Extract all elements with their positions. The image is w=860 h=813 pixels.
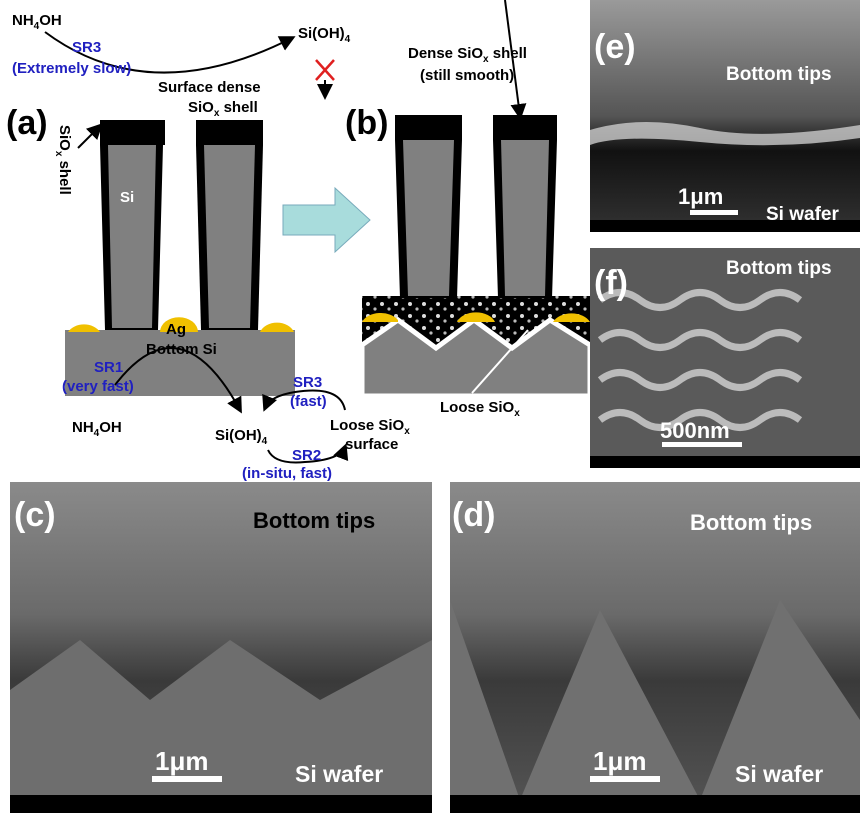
label: Dense SiO bbox=[408, 45, 483, 62]
label: Si(OH) bbox=[298, 25, 345, 42]
scale-label: 1μm bbox=[678, 184, 723, 209]
shape bbox=[10, 795, 432, 813]
label: Loose SiO bbox=[440, 399, 515, 416]
scale-label: 1μm bbox=[155, 746, 209, 776]
label: (Extremely slow) bbox=[12, 60, 131, 77]
panel-label: (c) bbox=[14, 496, 56, 534]
label: NH bbox=[12, 12, 34, 29]
label: SiO bbox=[188, 99, 214, 116]
label: SR3 bbox=[72, 39, 101, 56]
label: SR2 bbox=[292, 447, 321, 464]
process-arrow bbox=[283, 188, 370, 252]
caption: Si wafer bbox=[766, 204, 839, 225]
arrow bbox=[78, 126, 100, 148]
label: (very fast) bbox=[62, 378, 134, 395]
caption: Si wafer bbox=[295, 761, 383, 787]
label: (still smooth) bbox=[420, 67, 514, 84]
text: NH4OH bbox=[72, 419, 122, 439]
label: Bottom Si bbox=[146, 341, 217, 358]
caption: Si wafer bbox=[735, 761, 823, 787]
shape bbox=[152, 776, 222, 782]
pillar bbox=[403, 140, 454, 296]
shape bbox=[590, 776, 660, 782]
label: OH bbox=[39, 12, 62, 29]
label: OH bbox=[99, 419, 122, 436]
panel-label: (e) bbox=[594, 28, 636, 66]
label: Ag bbox=[166, 321, 186, 338]
caption: Bottom tips bbox=[726, 258, 832, 279]
label: SiO bbox=[56, 125, 73, 151]
shape bbox=[590, 456, 860, 468]
label: shell bbox=[56, 156, 73, 194]
caption: Bottom tips bbox=[690, 510, 812, 535]
label: Loose SiO bbox=[330, 417, 405, 434]
label: shell bbox=[489, 45, 527, 62]
panel-label: (f) bbox=[594, 264, 628, 302]
scale-label: 500nm bbox=[660, 418, 730, 443]
text: Loose SiOx bbox=[330, 417, 410, 437]
text: SiOx shell bbox=[188, 99, 258, 119]
label: Si bbox=[120, 189, 134, 206]
pillar bbox=[204, 145, 255, 328]
label: (in-situ, fast) bbox=[242, 465, 332, 482]
pillar bbox=[108, 145, 156, 328]
label: x bbox=[514, 408, 520, 419]
label: surface bbox=[345, 436, 398, 453]
panel-label: (d) bbox=[452, 496, 495, 534]
label: Surface dense bbox=[158, 79, 261, 96]
caption: Bottom tips bbox=[726, 64, 832, 85]
caption: Bottom tips bbox=[253, 508, 375, 533]
text: Loose SiOx bbox=[440, 399, 520, 419]
shape bbox=[450, 795, 860, 813]
text: SiOx shell bbox=[53, 125, 73, 195]
panel-label: (b) bbox=[345, 104, 388, 142]
label: SR3 bbox=[293, 374, 322, 391]
label: shell bbox=[219, 99, 257, 116]
text: Dense SiOx shell bbox=[408, 45, 527, 65]
text: Si(OH)4 bbox=[298, 25, 351, 45]
text: NH4OH bbox=[12, 12, 62, 32]
label: x bbox=[404, 426, 410, 437]
panel-label: (a) bbox=[6, 104, 48, 142]
label: 4 bbox=[345, 34, 351, 45]
scale-label: 1μm bbox=[593, 746, 647, 776]
label: NH bbox=[72, 419, 94, 436]
pillar bbox=[501, 140, 549, 296]
figure: NH4OH SR3 (Extremely slow) Si(OH)4 Surfa… bbox=[0, 0, 860, 813]
cross bbox=[316, 60, 334, 80]
substrate bbox=[362, 320, 590, 396]
label: (fast) bbox=[290, 393, 327, 410]
text: Si(OH)4 bbox=[215, 427, 268, 447]
label: 4 bbox=[262, 436, 268, 447]
shape bbox=[690, 210, 738, 215]
label: Si(OH) bbox=[215, 427, 262, 444]
label: SR1 bbox=[94, 359, 123, 376]
